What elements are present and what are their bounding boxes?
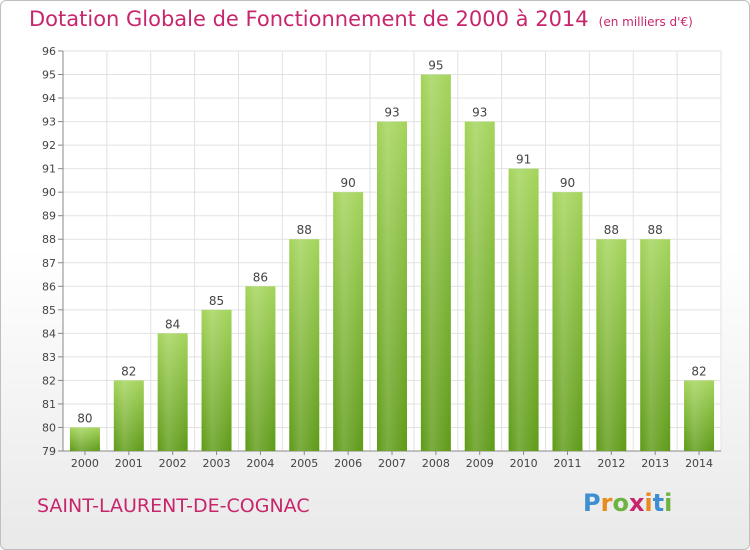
bar-value-label: 85 (209, 294, 224, 308)
x-tick-label: 2010 (510, 457, 538, 470)
bar-shine (69, 427, 100, 451)
proxiti-logo[interactable]: Proxiti (583, 489, 673, 517)
y-tick-label: 83 (42, 351, 56, 364)
x-tick-label: 2009 (466, 457, 494, 470)
bar-value-label: 88 (604, 223, 619, 237)
bar-shine (157, 333, 188, 451)
bar-value-label: 88 (648, 223, 663, 237)
x-tick-label: 2008 (422, 457, 450, 470)
bar-shine (377, 121, 407, 452)
bar-shine (201, 309, 232, 451)
bar-value-label: 80 (77, 411, 92, 425)
bar-value-label: 82 (691, 364, 706, 378)
x-tick-label: 2001 (115, 457, 143, 470)
bar-value-label: 91 (516, 153, 531, 167)
x-tick-label: 2006 (334, 457, 362, 470)
y-tick-label: 86 (42, 280, 56, 293)
bar-value-label: 82 (121, 364, 136, 378)
bar-value-label: 88 (297, 223, 312, 237)
x-tick-label: 2007 (378, 457, 406, 470)
y-tick-label: 79 (42, 445, 56, 458)
y-tick-label: 87 (42, 257, 56, 270)
y-tick-label: 88 (42, 233, 56, 246)
y-tick-label: 84 (42, 327, 56, 340)
bar-shine (289, 239, 320, 451)
bar-value-label: 90 (560, 176, 575, 190)
y-tick-label: 94 (42, 92, 56, 105)
x-tick-label: 2011 (553, 457, 581, 470)
title-text: Dotation Globale de Fonctionnement de 20… (29, 7, 589, 31)
x-tick-label: 2013 (641, 457, 669, 470)
x-tick-label: 2000 (71, 457, 99, 470)
x-tick-label: 2005 (290, 457, 318, 470)
bar-shine (420, 74, 451, 451)
bar-shine (245, 286, 276, 451)
x-tick-label: 2004 (246, 457, 274, 470)
bar-value-label: 93 (472, 106, 487, 120)
bar-shine (508, 168, 539, 451)
labels: 79 80 81 82 83 84 85 86 87 88 89 90 91 92 93 94 95 96 80 20… (42, 45, 713, 470)
bar-value-label: 84 (165, 317, 180, 331)
y-tick-label: 91 (42, 163, 56, 176)
y-tick-label: 81 (42, 398, 56, 411)
y-tick-label: 85 (42, 304, 56, 317)
x-tick-label: 2002 (159, 457, 187, 470)
y-tick-label: 80 (42, 421, 56, 434)
x-tick-label: 2012 (597, 457, 625, 470)
bar-value-label: 86 (253, 270, 268, 284)
y-tick-label: 82 (42, 374, 56, 387)
bar-value-label: 95 (428, 59, 443, 73)
y-tick-label: 89 (42, 210, 56, 223)
y-tick-label: 95 (42, 69, 56, 82)
x-tick-label: 2003 (203, 457, 231, 470)
bar-shine (552, 192, 583, 452)
chart-title: Dotation Globale de Fonctionnement de 20… (29, 7, 693, 31)
bar-value-label: 90 (340, 176, 355, 190)
bar-shine (596, 239, 627, 451)
y-tick-label: 96 (42, 45, 56, 58)
unit-subtitle: (en milliers d'€) (598, 15, 693, 29)
bar-value-label: 93 (384, 106, 399, 120)
y-tick-label: 92 (42, 139, 56, 152)
x-tick-label: 2014 (685, 457, 713, 470)
bars (69, 74, 715, 452)
commune-name: SAINT-LAURENT-DE-COGNAC (37, 495, 310, 517)
y-tick-label: 90 (42, 186, 56, 199)
bar-shine (333, 192, 364, 452)
bar-shine (113, 380, 144, 451)
bar-shine (464, 121, 495, 452)
bar-shine (640, 239, 671, 451)
y-tick-label: 93 (42, 116, 56, 129)
bar-shine (684, 380, 715, 451)
